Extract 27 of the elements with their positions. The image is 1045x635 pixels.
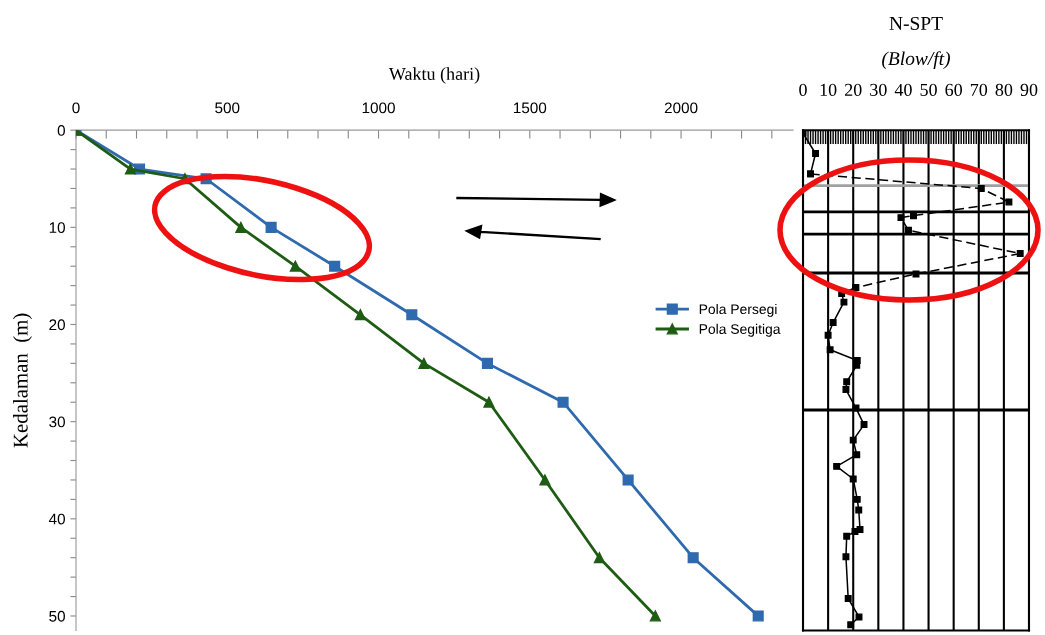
x-tick-label: 50 xyxy=(920,83,937,96)
x-tick-label: 10 xyxy=(820,83,837,96)
x-tick-label: 80 xyxy=(995,83,1013,96)
x-tick-label: 40 xyxy=(894,83,912,96)
x-tick-label: 0 xyxy=(72,102,80,114)
chart-subtitle: (Blow/ft) xyxy=(882,51,950,70)
x-tick-label: 1000 xyxy=(362,102,395,114)
x-axis-title: Waktu (hari) xyxy=(388,67,480,84)
chart-title: N-SPT xyxy=(889,16,943,30)
x-tick-label: 1500 xyxy=(513,102,547,114)
y-tick-label: 0 xyxy=(57,125,65,136)
legend-label: Pola Segitiga xyxy=(699,323,781,337)
y-tick-label: 20 xyxy=(49,319,65,331)
x-tick-label: 70 xyxy=(970,83,988,96)
x-tick-label: 20 xyxy=(844,83,862,96)
x-tick-label: 0 xyxy=(799,83,807,96)
legend-label: Pola Persegi xyxy=(699,303,777,317)
x-tick-label: 60 xyxy=(945,83,963,96)
y-tick-label: 40 xyxy=(48,513,65,525)
x-tick-label: 500 xyxy=(215,102,240,114)
x-tick-label: 2000 xyxy=(664,102,698,114)
y-axis-title: Kedalaman (m) xyxy=(13,313,32,448)
x-tick-label: 90 xyxy=(1020,83,1038,96)
y-tick-label: 30 xyxy=(49,416,65,428)
y-tick-label: 10 xyxy=(49,222,65,234)
x-tick-label: 30 xyxy=(870,83,887,96)
y-tick-label: 50 xyxy=(49,610,65,622)
